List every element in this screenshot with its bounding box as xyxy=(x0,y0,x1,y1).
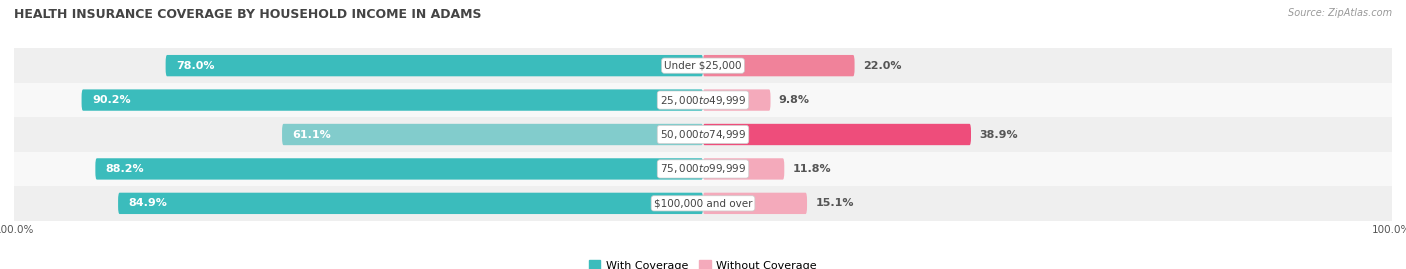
FancyBboxPatch shape xyxy=(283,124,703,145)
Text: 90.2%: 90.2% xyxy=(91,95,131,105)
FancyBboxPatch shape xyxy=(166,55,703,76)
FancyBboxPatch shape xyxy=(703,89,770,111)
FancyBboxPatch shape xyxy=(703,55,855,76)
Text: 88.2%: 88.2% xyxy=(105,164,145,174)
Text: Under $25,000: Under $25,000 xyxy=(664,61,742,71)
FancyBboxPatch shape xyxy=(703,193,807,214)
Text: 11.8%: 11.8% xyxy=(793,164,831,174)
Text: 38.9%: 38.9% xyxy=(979,129,1018,140)
Text: $25,000 to $49,999: $25,000 to $49,999 xyxy=(659,94,747,107)
Text: $100,000 and over: $100,000 and over xyxy=(654,198,752,208)
FancyBboxPatch shape xyxy=(82,89,703,111)
Text: 22.0%: 22.0% xyxy=(863,61,901,71)
Bar xyxy=(14,186,1392,221)
FancyBboxPatch shape xyxy=(703,124,972,145)
Bar xyxy=(14,83,1392,117)
Legend: With Coverage, Without Coverage: With Coverage, Without Coverage xyxy=(585,256,821,269)
FancyBboxPatch shape xyxy=(96,158,703,180)
Text: $50,000 to $74,999: $50,000 to $74,999 xyxy=(659,128,747,141)
Bar xyxy=(14,117,1392,152)
Text: HEALTH INSURANCE COVERAGE BY HOUSEHOLD INCOME IN ADAMS: HEALTH INSURANCE COVERAGE BY HOUSEHOLD I… xyxy=(14,8,482,21)
Text: 84.9%: 84.9% xyxy=(128,198,167,208)
Bar xyxy=(14,48,1392,83)
Text: 61.1%: 61.1% xyxy=(292,129,332,140)
FancyBboxPatch shape xyxy=(703,158,785,180)
Text: 9.8%: 9.8% xyxy=(779,95,810,105)
FancyBboxPatch shape xyxy=(118,193,703,214)
Text: 78.0%: 78.0% xyxy=(176,61,215,71)
Text: 15.1%: 15.1% xyxy=(815,198,853,208)
Text: $75,000 to $99,999: $75,000 to $99,999 xyxy=(659,162,747,175)
Text: Source: ZipAtlas.com: Source: ZipAtlas.com xyxy=(1288,8,1392,18)
Bar xyxy=(14,152,1392,186)
